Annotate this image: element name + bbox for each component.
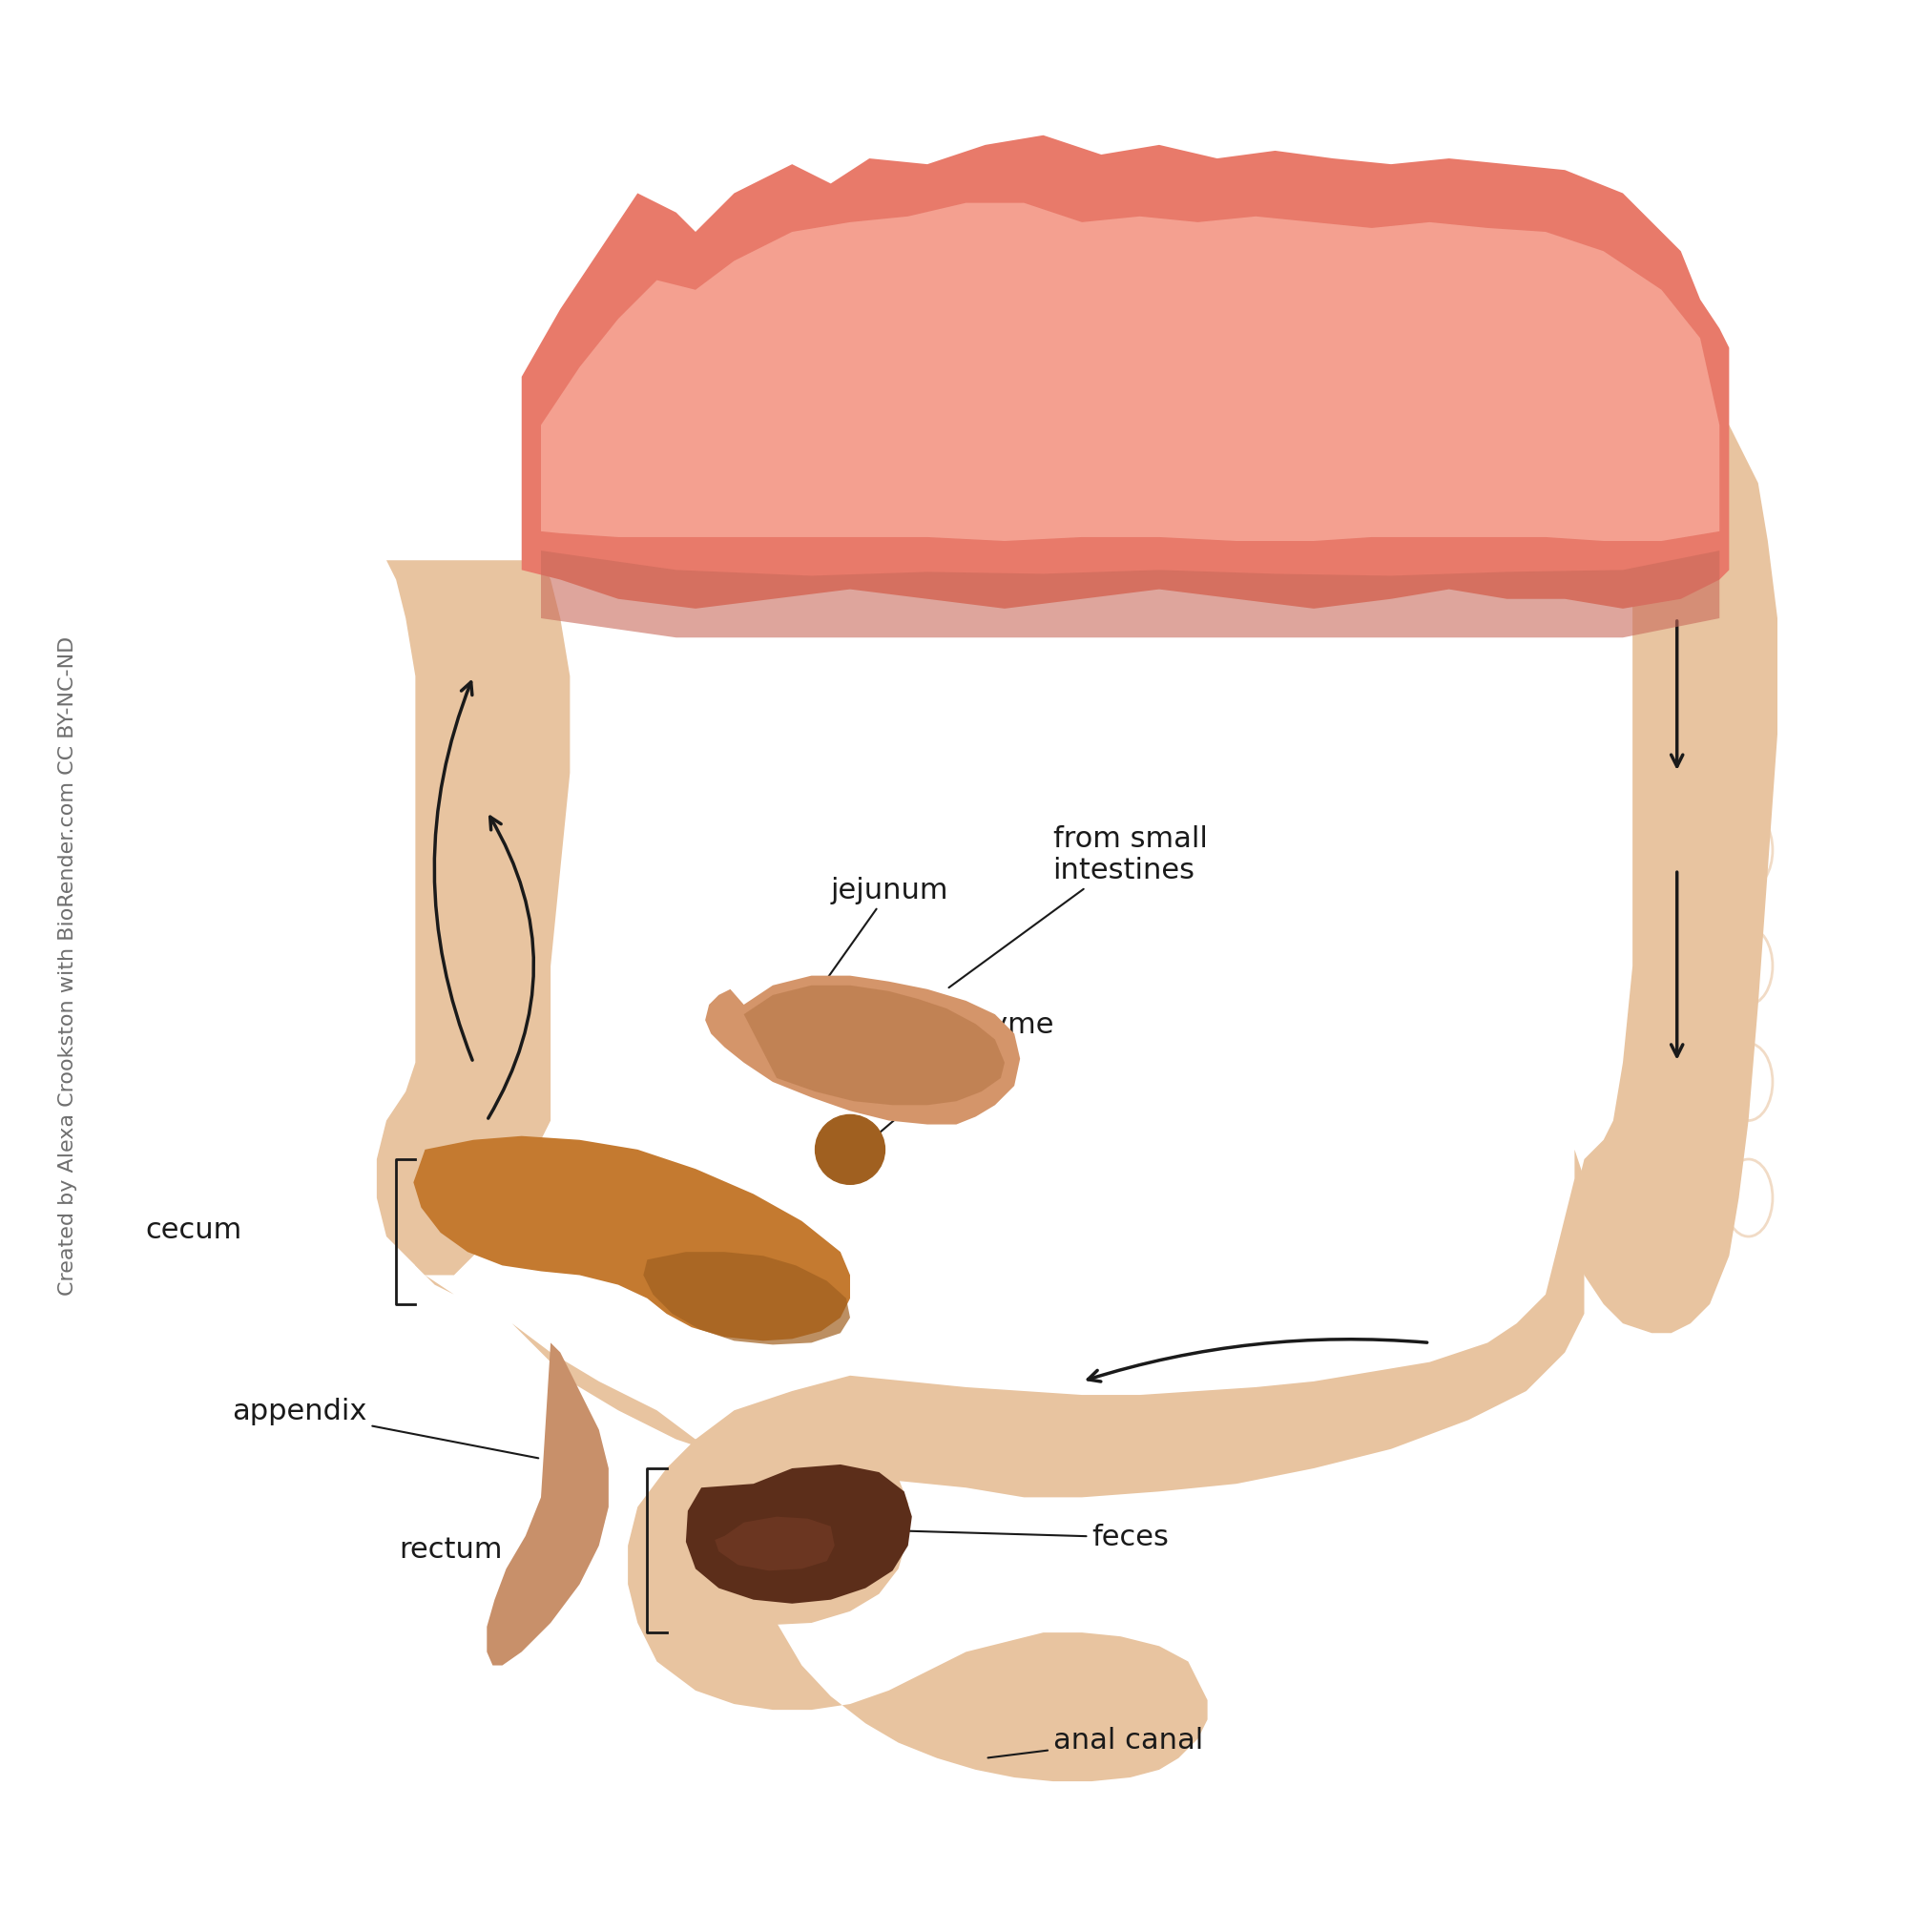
Polygon shape: [1575, 425, 1777, 1333]
Text: feces: feces: [885, 1524, 1169, 1551]
Text: Created by Alexa Crookston with BioRender.com CC BY-NC-ND: Created by Alexa Crookston with BioRende…: [58, 636, 77, 1296]
Text: rectum: rectum: [398, 1536, 502, 1563]
Polygon shape: [676, 1439, 908, 1625]
Text: from small
intestines: from small intestines: [949, 825, 1208, 987]
Text: anal canal: anal canal: [987, 1727, 1204, 1758]
Polygon shape: [415, 1150, 1584, 1781]
Polygon shape: [744, 985, 1005, 1105]
Text: chyme: chyme: [864, 1012, 1055, 1146]
Polygon shape: [522, 135, 1729, 609]
Polygon shape: [487, 1343, 609, 1665]
Polygon shape: [541, 551, 1719, 638]
Polygon shape: [715, 1517, 835, 1571]
Circle shape: [815, 1115, 885, 1184]
Polygon shape: [413, 1136, 850, 1341]
Polygon shape: [686, 1464, 912, 1604]
Polygon shape: [377, 560, 570, 1275]
Polygon shape: [705, 976, 1020, 1124]
Text: cecum: cecum: [145, 1217, 242, 1244]
Text: jejunum: jejunum: [804, 877, 949, 1012]
Polygon shape: [643, 1252, 850, 1345]
Polygon shape: [541, 203, 1719, 541]
Text: appendix: appendix: [232, 1399, 539, 1459]
